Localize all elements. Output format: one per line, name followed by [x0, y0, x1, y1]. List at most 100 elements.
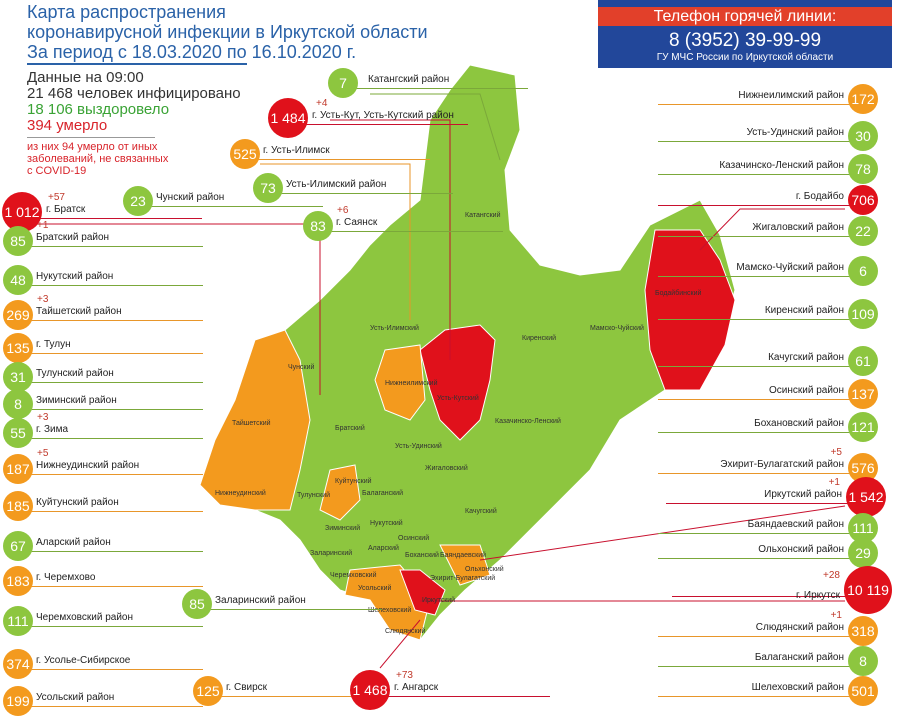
callout-label: Бохановский район — [754, 418, 844, 429]
delta: +3 — [37, 412, 49, 423]
callout-balagansky: 8 Балаганский район — [658, 646, 878, 682]
region-nizhneilimsk — [374, 344, 426, 421]
callout-label: Черемховский район — [36, 612, 133, 623]
hotline-box: Телефон горячей линии: 8 (3952) 39-99-99… — [598, 0, 892, 68]
count-badge: 525 — [230, 139, 260, 169]
region-irkutsk — [399, 569, 446, 616]
count-badge: 111 — [3, 606, 33, 636]
callout-ziminsky: 8 Зиминский район — [3, 389, 203, 425]
count-badge: 83 — [303, 211, 333, 241]
delta: +1 — [37, 220, 49, 231]
region-ehirit — [439, 544, 491, 586]
callout-label: Катангский район — [368, 74, 450, 85]
count-badge: 1 542 — [846, 477, 886, 517]
callout-label: Баяндаевский район — [747, 519, 844, 530]
callout-osinsky: 137 Осинский район — [658, 379, 878, 415]
count-badge: 22 — [848, 216, 878, 246]
callout-label: Эхирит-Булагатский район — [720, 459, 844, 470]
callout-label: Чунский район — [156, 192, 225, 203]
callout-bratsky-district: 85 +1 Братский район — [3, 220, 203, 262]
count-badge: 187 — [3, 454, 33, 484]
callout-ust-ilimsky: 73 Усть-Илимский район — [253, 173, 453, 209]
count-badge: 78 — [848, 154, 878, 184]
callout-alar: 67 Аларский район — [3, 531, 203, 567]
callout-label: Казачинско-Ленский район — [719, 160, 844, 171]
callout-label: Аларский район — [36, 537, 111, 548]
map-label: Ольхонский — [465, 566, 504, 573]
callout-label: Иркутский район — [764, 489, 842, 500]
callout-chuna: 23 Чунский район — [123, 186, 323, 222]
delta: +6 — [337, 205, 349, 216]
count-badge: 23 — [123, 186, 153, 216]
callout-cheremkhovo: 183 г. Черемхово — [3, 566, 203, 602]
count-badge: 61 — [848, 346, 878, 376]
hotline-phone: 8 (3952) 39-99-99 — [668, 30, 822, 51]
callout-label: Зиминский район — [36, 395, 117, 406]
callout-label: Балаганский район — [754, 652, 844, 663]
map-label: Иркутский — [422, 597, 456, 604]
map-label: Чунский — [288, 364, 315, 371]
callout-label: г. Усолье-Сибирское — [36, 655, 131, 666]
callout-label: Усть-Илимский район — [286, 179, 387, 190]
callout-shelekhovsky: 501 Шелеховский район — [658, 676, 878, 712]
count-badge: 1 484 — [268, 98, 308, 138]
callout-ust-udinsky: 30 Усть-Удинский район — [658, 121, 878, 157]
map-label: Баяндаевский — [440, 552, 487, 559]
map-label: Тулунский — [297, 492, 331, 499]
count-badge: 185 — [3, 491, 33, 521]
map-label: Катангский — [465, 212, 501, 219]
died-count: 394 умерло — [27, 117, 108, 134]
hotline-title: Телефон горячей линии: — [598, 7, 892, 26]
count-badge: 501 — [848, 676, 878, 706]
hotline-org: ГУ МЧС России по Иркутской области — [656, 52, 834, 63]
delta: +5 — [37, 448, 49, 459]
map-label: Осинский — [398, 535, 430, 542]
delta: +57 — [48, 192, 65, 203]
map-label: Усть-Кутский — [437, 395, 479, 402]
count-badge: 269 — [3, 300, 33, 330]
callout-tulunsky: 31 Тулунский район — [3, 362, 203, 398]
delta: +73 — [396, 670, 413, 681]
delta: +1 — [830, 610, 842, 621]
count-badge: 8 — [3, 389, 33, 419]
count-badge: 29 — [848, 538, 878, 568]
count-badge: 374 — [3, 649, 33, 679]
note-line: заболеваний, не связанных — [27, 153, 169, 165]
count-badge: 31 — [3, 362, 33, 392]
callout-zhigalovsky: 22 Жигаловский район — [658, 216, 878, 252]
count-badge: 67 — [3, 531, 33, 561]
callout-label: Шелеховский район — [751, 682, 844, 693]
map-label: Нижнеилимский — [385, 380, 438, 387]
callout-irkutsky-district: 1 542 +1 Иркутский район — [666, 477, 886, 519]
map-label: Заларинский — [310, 550, 353, 557]
count-badge: 125 — [193, 676, 223, 706]
map-label: Куйтунский — [335, 478, 372, 485]
delta: +4 — [316, 98, 328, 109]
callout-label: г. Усть-Кут, Усть-Кутский район — [312, 110, 454, 121]
callout-label: Тайшетский район — [36, 306, 122, 317]
note-line: с COVID-19 — [27, 165, 87, 177]
count-badge: 1 468 — [350, 670, 390, 710]
map-label: Киренский — [522, 335, 557, 342]
callout-label: г. Братск — [46, 204, 86, 215]
callout-label: г. Саянск — [336, 217, 378, 228]
callout-svirsk: 125 г. Свирск — [193, 676, 393, 712]
region-west — [199, 329, 311, 511]
callout-tayshet: 269 +3 Тайшетский район — [3, 294, 203, 336]
callout-usolye: 374 г. Усолье-Сибирское — [3, 649, 203, 685]
delta: +1 — [828, 477, 840, 488]
death-note: из них 94 умерло от иных заболеваний, не… — [27, 141, 168, 177]
count-badge: 85 — [182, 589, 212, 619]
callout-ekhirit-bulagatsky: 576 +5 Эхирит-Булагатский район — [658, 447, 878, 489]
callout-kachugsky: 61 Качугский район — [658, 346, 878, 382]
delta: +3 — [37, 294, 49, 305]
callout-label: Нижнеудинский район — [36, 460, 140, 471]
callout-label: Нукутский район — [36, 271, 114, 282]
count-badge: 30 — [848, 121, 878, 151]
callout-mamsko-chuysky: 6 Мамско-Чуйский район — [658, 256, 878, 292]
callout-cheremkhovsky: 111 Черемховский район — [3, 606, 203, 642]
count-badge: 135 — [3, 333, 33, 363]
region-ust-kut — [419, 324, 496, 441]
count-badge: 109 — [848, 299, 878, 329]
